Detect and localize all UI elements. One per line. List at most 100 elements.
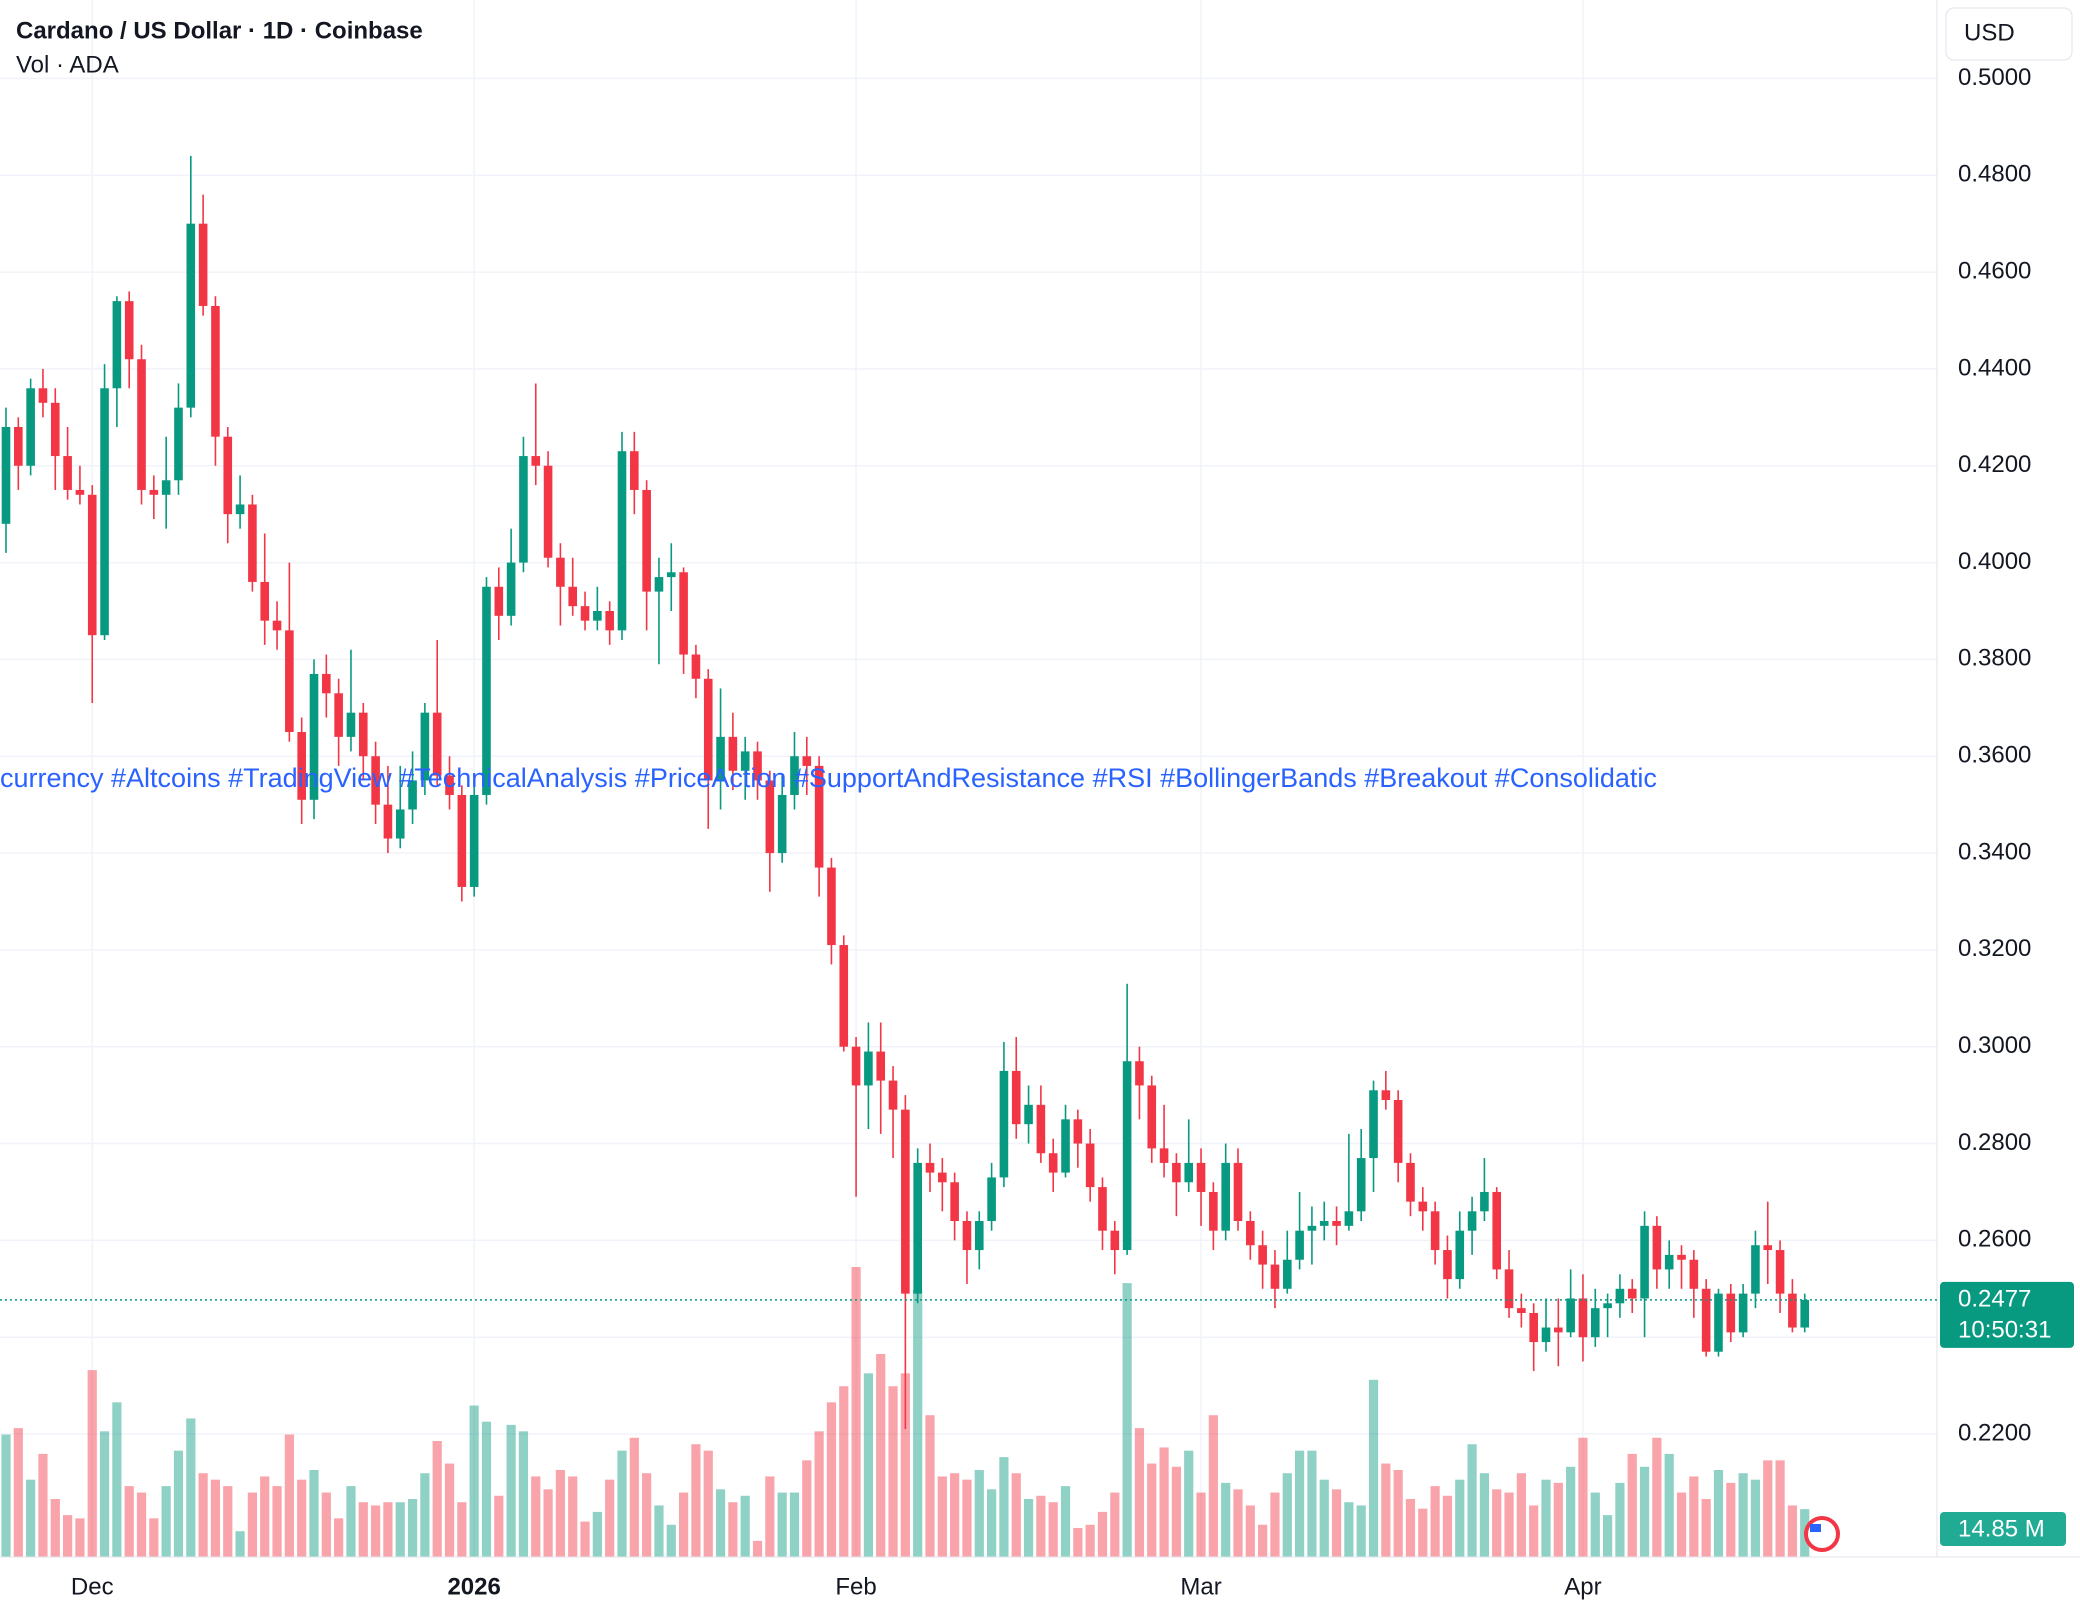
candle-body — [1221, 1162, 1230, 1231]
candle-body — [1751, 1245, 1760, 1294]
volume-bar — [863, 1373, 873, 1557]
volume-bar — [1553, 1482, 1563, 1557]
candle-body — [75, 489, 85, 495]
candle-body — [1061, 1119, 1070, 1173]
candle-body — [851, 1046, 861, 1086]
volume-bar — [1085, 1524, 1095, 1557]
candle-layer — [1, 155, 1810, 1430]
candle-body — [802, 756, 812, 766]
candle-body — [938, 1172, 947, 1183]
volume-bar — [26, 1479, 36, 1557]
candle-body — [211, 305, 220, 437]
volume-bar — [851, 1267, 861, 1557]
volume-bar — [715, 1489, 726, 1557]
volume-bar — [679, 1492, 689, 1557]
volume-bar — [1073, 1528, 1083, 1557]
volume-bar — [1134, 1428, 1145, 1557]
volume-bar — [210, 1479, 221, 1557]
candle-body — [913, 1162, 922, 1294]
volume-bar — [481, 1421, 492, 1557]
volume-bar — [1726, 1482, 1736, 1557]
volume-layer — [1, 1267, 1810, 1557]
candle-body — [334, 693, 343, 737]
volume-bar — [297, 1479, 307, 1557]
volume-bar — [1787, 1505, 1797, 1557]
volume-bar — [506, 1424, 516, 1557]
volume-bar — [752, 1540, 763, 1557]
volume-bar — [1676, 1492, 1687, 1557]
candle-body — [420, 712, 430, 781]
candle-body — [999, 1070, 1009, 1178]
candle-body — [642, 489, 651, 592]
candle-body — [506, 562, 516, 616]
hashtag-overlay: currency #Altcoins #TradingView #Technic… — [0, 763, 1657, 793]
candle-body — [1147, 1085, 1157, 1149]
volume-bar — [987, 1489, 997, 1557]
candle-body — [1504, 1269, 1514, 1309]
candle-body — [408, 780, 417, 810]
candle-body — [248, 504, 257, 582]
candle-body — [1381, 1090, 1391, 1100]
volume-bar — [802, 1460, 812, 1557]
candle-body — [716, 736, 725, 781]
last-price-badge — [1940, 1281, 2074, 1348]
candle-body — [753, 751, 762, 781]
volume-bar — [543, 1489, 553, 1557]
flag-icon — [1804, 1516, 1840, 1552]
volume-bar — [691, 1444, 701, 1557]
volume-bar — [1603, 1515, 1613, 1557]
volume-bar — [1319, 1479, 1329, 1557]
candle-body — [1233, 1162, 1243, 1222]
x-tick-label: Mar — [1180, 1573, 1221, 1600]
volume-bar — [1418, 1508, 1428, 1557]
volume-bar — [962, 1479, 972, 1557]
volume-bar — [1258, 1524, 1268, 1557]
volume-bar — [1368, 1379, 1379, 1557]
chart-title: Cardano / US Dollar · 1D · Coinbase — [16, 17, 423, 44]
candle-body — [38, 388, 48, 403]
volume-bar — [531, 1476, 541, 1557]
currency-button[interactable] — [1945, 7, 2073, 61]
candle-body — [765, 780, 775, 854]
volume-bar — [186, 1418, 196, 1557]
volume-bar — [839, 1386, 849, 1557]
volume-bar — [1060, 1486, 1071, 1557]
candle-body — [457, 794, 467, 887]
volume-bar — [469, 1405, 479, 1557]
candle-body — [556, 557, 565, 587]
volume-bar — [1492, 1489, 1502, 1557]
candle-body — [630, 451, 639, 490]
volume-bar — [112, 1402, 122, 1557]
volume-bar — [420, 1473, 430, 1557]
candle-body — [1344, 1211, 1354, 1226]
candle-body — [1135, 1061, 1144, 1086]
candle-body — [876, 1051, 886, 1081]
candle-body — [124, 301, 134, 360]
y-tick-label: 0.2200 — [1958, 1419, 2031, 1446]
candle-body — [482, 586, 491, 795]
volume-bar — [1097, 1511, 1108, 1557]
candle-body — [371, 756, 380, 805]
volume-bar — [371, 1505, 381, 1557]
flag-icon-part — [1810, 1524, 1821, 1532]
volume-bar — [888, 1386, 898, 1557]
y-tick-label: 0.4600 — [1958, 257, 2031, 284]
volume-bar — [1393, 1470, 1403, 1557]
volume-bar — [334, 1518, 344, 1557]
candle-body — [322, 673, 331, 694]
volume-bar — [876, 1354, 886, 1557]
y-tick-label: 0.3800 — [1958, 645, 2031, 672]
candle-body — [1209, 1191, 1218, 1231]
volume-bar — [1307, 1450, 1317, 1557]
volume-bar — [728, 1502, 738, 1557]
candle-body — [149, 489, 159, 495]
volume-bar — [99, 1431, 110, 1557]
volume-bar — [1344, 1502, 1354, 1557]
volume-bar — [913, 1289, 923, 1557]
candle-body — [901, 1109, 910, 1294]
candle-body — [1627, 1288, 1637, 1299]
candle-body — [309, 673, 319, 800]
candle-body — [864, 1051, 873, 1086]
candle-body — [1282, 1259, 1292, 1289]
volume-bar — [1233, 1489, 1243, 1557]
